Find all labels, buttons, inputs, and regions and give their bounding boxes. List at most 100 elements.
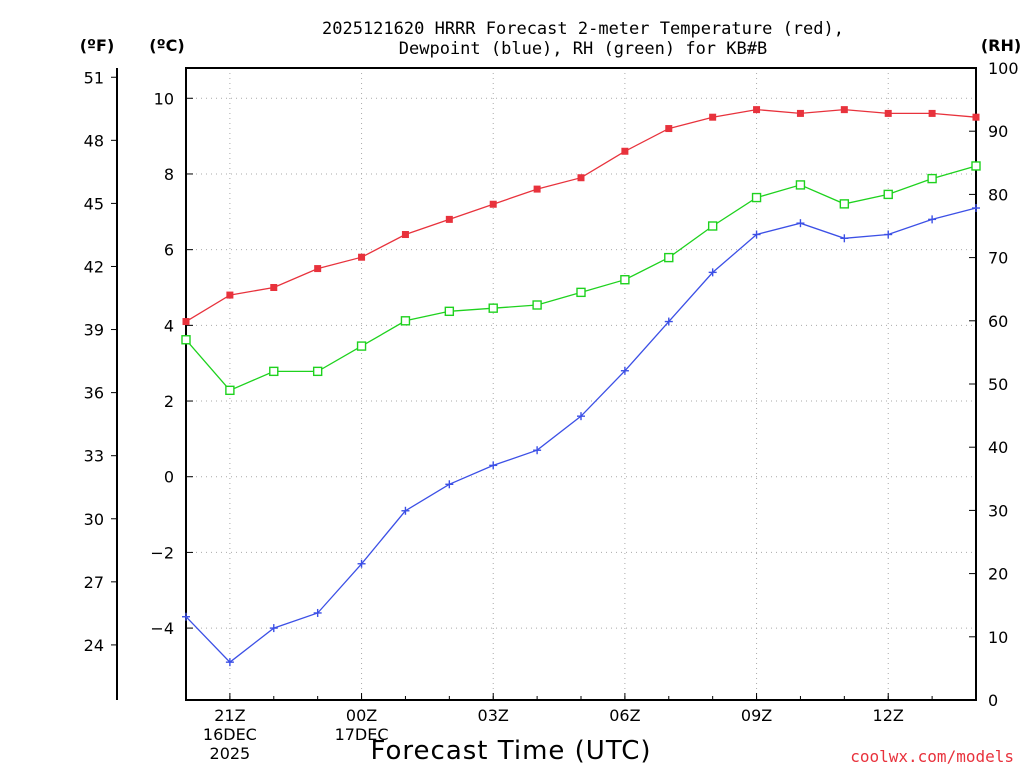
dewpoint-point	[401, 506, 410, 515]
rh-point	[400, 316, 411, 326]
rh-point	[839, 199, 850, 209]
temperature-point	[665, 125, 673, 133]
rh-tick-label: 0	[988, 691, 998, 710]
temperature-point	[840, 106, 848, 114]
rh-point	[883, 189, 893, 200]
dewpoint-point	[972, 204, 980, 213]
fahrenheit-axis: 24 27 30 33 36 39 42 45 48 51	[84, 68, 117, 655]
credit-text: coolwx.com/models	[850, 747, 1014, 766]
dewpoint-point	[928, 215, 937, 224]
rh-point	[444, 306, 455, 317]
fahrenheit-tick-label: 24	[84, 636, 104, 655]
celsius-tick-label: 2	[164, 392, 174, 411]
series-temperature	[182, 106, 980, 326]
fahrenheit-tick-label: 30	[84, 510, 104, 529]
rh-tick-label: 10	[988, 628, 1008, 647]
plot-frame	[185, 67, 977, 701]
dewpoint-point	[225, 658, 234, 667]
temperature-point	[928, 109, 936, 117]
dewpoint-point	[313, 608, 322, 617]
rh-tick-label: 90	[988, 122, 1008, 141]
rh-point	[312, 366, 323, 377]
celsius-tick-label: 0	[164, 468, 174, 487]
time-tick-label: 06Z	[609, 706, 640, 725]
celsius-tick-label: 10	[154, 89, 174, 108]
dewpoint-point	[357, 559, 366, 568]
time-tick-label: 16DEC	[203, 725, 257, 744]
temperature-point	[753, 106, 761, 114]
fahrenheit-tick-label: 45	[84, 194, 104, 213]
temperature-point	[621, 147, 629, 155]
celsius-axis: −4 −2 0 2 4 6 8 10	[150, 89, 193, 638]
rh-tick-label: 100	[988, 59, 1019, 78]
rh-point	[795, 180, 806, 190]
fahrenheit-tick-label: 27	[84, 573, 104, 592]
dewpoint-point	[796, 219, 805, 228]
fahrenheit-tick-label: 39	[84, 321, 104, 340]
grid-lines	[186, 68, 976, 700]
celsius-unit-label: (ºC)	[149, 36, 184, 55]
temperature-point	[270, 283, 278, 291]
rh-point	[576, 287, 586, 298]
rh-unit-label: (RH)	[981, 36, 1021, 55]
temperature-point	[533, 185, 541, 193]
time-tick-label: 21Z	[214, 706, 245, 725]
rh-axis: 0 10 20 30 40 50 60 70 80 90 100	[969, 59, 1019, 710]
rh-point	[356, 341, 367, 351]
rh-tick-label: 70	[988, 249, 1008, 268]
rh-line	[185, 165, 977, 392]
celsius-tick-label: −2	[150, 543, 174, 562]
temperature-point	[972, 113, 980, 121]
dewpoint-point	[664, 317, 673, 326]
rh-tick-label: 50	[988, 375, 1008, 394]
temperature-point	[226, 291, 234, 299]
fahrenheit-unit-label: (ºF)	[80, 36, 115, 55]
time-tick-label: 17DEC	[335, 725, 389, 744]
rh-point	[927, 173, 937, 184]
temperature-point	[709, 113, 717, 121]
dewpoint-point	[489, 461, 498, 470]
time-tick-label: 12Z	[873, 706, 904, 725]
time-tick-label: 09Z	[741, 706, 772, 725]
dewpoint-point	[752, 230, 761, 239]
dewpoint-point	[182, 612, 190, 621]
fahrenheit-tick-label: 33	[84, 447, 104, 466]
rh-point	[664, 252, 674, 263]
chart-title-line1: 2025121620 HRRR Forecast 2-meter Tempera…	[322, 19, 844, 39]
fahrenheit-tick-label: 48	[84, 131, 104, 150]
temperature-point	[577, 174, 585, 182]
fahrenheit-tick-label: 36	[84, 384, 104, 403]
rh-point	[488, 303, 498, 313]
dewpoint-point	[577, 412, 585, 421]
dewpoint-point	[884, 230, 893, 239]
rh-tick-label: 40	[988, 438, 1008, 457]
rh-point	[751, 192, 762, 203]
dewpoint-point	[708, 268, 717, 277]
rh-point	[971, 161, 981, 171]
celsius-tick-label: 4	[164, 316, 174, 335]
temperature-point	[489, 200, 497, 208]
rh-tick-label: 30	[988, 501, 1008, 520]
dewpoint-point	[445, 480, 454, 489]
temperature-point	[182, 318, 190, 326]
temperature-point	[884, 109, 892, 117]
fahrenheit-tick-label: 42	[84, 257, 104, 276]
rh-point	[707, 221, 718, 231]
celsius-tick-label: −4	[150, 619, 174, 638]
dewpoint-point	[533, 446, 542, 455]
rh-point	[181, 335, 191, 345]
temperature-point	[796, 109, 804, 117]
rh-point	[269, 366, 279, 377]
temperature-point	[401, 231, 409, 239]
time-tick-label: 00Z	[346, 706, 377, 725]
dewpoint-point	[620, 366, 629, 375]
temperature-point	[314, 265, 322, 273]
rh-point	[225, 385, 235, 396]
rh-tick-label: 60	[988, 312, 1008, 331]
rh-tick-label: 80	[988, 185, 1008, 204]
dewpoint-line	[185, 207, 977, 664]
rh-tick-label: 20	[988, 565, 1008, 584]
dewpoint-point	[840, 234, 849, 243]
